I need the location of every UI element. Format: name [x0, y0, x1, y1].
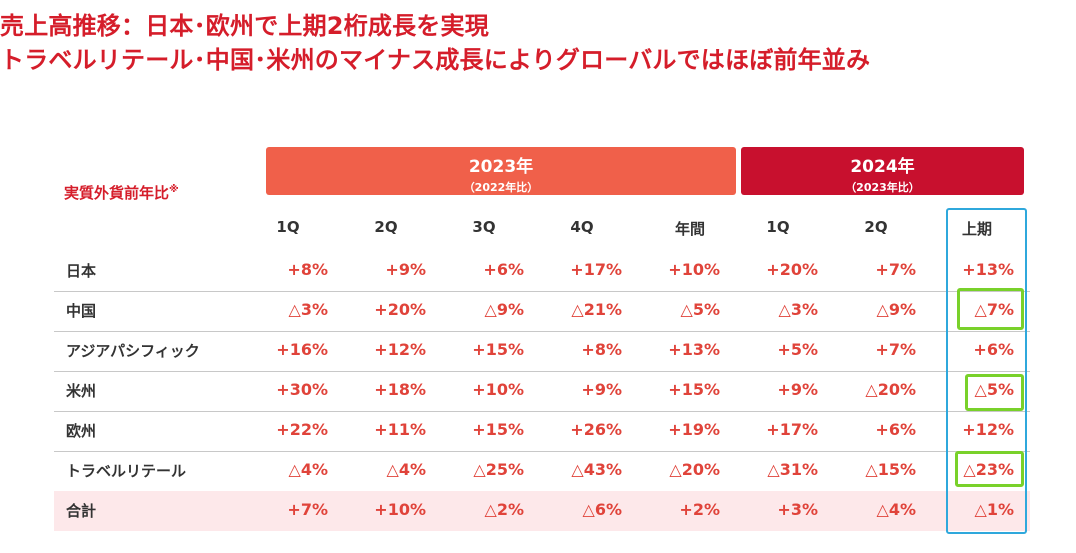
col-header-2024-2q: 2Q: [864, 218, 888, 236]
cell-value: +10%: [668, 260, 720, 279]
row-label: 日本: [66, 262, 97, 280]
cell-value: +26%: [570, 420, 622, 439]
row-label: アジアパシフィック: [66, 342, 200, 360]
banner-2024-sub: （2023年比）: [845, 181, 920, 194]
cell-value: +7%: [875, 340, 916, 359]
table-row-japan: 日本 +8% +9% +6% +17% +10% +20% +7% +13%: [54, 251, 1030, 292]
banner-2024-year: 2024年: [850, 157, 915, 177]
cell-value: +9%: [777, 380, 818, 399]
cell-value: +13%: [668, 340, 720, 359]
cell-value: +30%: [276, 380, 328, 399]
metric-label-text: 実質外貨前年比: [64, 184, 170, 202]
cell-value: +11%: [374, 420, 426, 439]
cell-value: △3%: [288, 300, 328, 319]
cell-value: △1%: [974, 500, 1014, 519]
cell-value: +3%: [777, 500, 818, 519]
col-header-2023-3q: 3Q: [472, 218, 496, 236]
table-row-asia-pacific: アジアパシフィック +16% +12% +15% +8% +13% +5% +7…: [54, 331, 1030, 372]
cell-value: △4%: [386, 460, 426, 479]
cell-value: △23%: [963, 460, 1014, 479]
col-header-2023-annual: 年間: [674, 220, 705, 238]
cell-value: +7%: [875, 260, 916, 279]
cell-value: +19%: [668, 420, 720, 439]
cell-value: +10%: [374, 500, 426, 519]
row-label: トラベルリテール: [66, 462, 187, 480]
h1-column-highlight: [946, 208, 1027, 534]
row-label: 合計: [66, 502, 97, 520]
cell-value: +20%: [374, 300, 426, 319]
col-header-2023-4q: 4Q: [570, 218, 594, 236]
cell-value: △20%: [865, 380, 916, 399]
cell-value: +13%: [962, 260, 1014, 279]
cell-value: +12%: [962, 420, 1014, 439]
cell-value: △43%: [571, 460, 622, 479]
cell-value: △21%: [571, 300, 622, 319]
banner-2024: 2024年 （2023年比）: [741, 147, 1024, 195]
cell-value: +9%: [581, 380, 622, 399]
table-row-china: 中国 △3% +20% △9% △21% △5% △3% △9% △7%: [54, 291, 1030, 332]
china-h1-highlight: [957, 288, 1024, 330]
cell-value: +9%: [385, 260, 426, 279]
cell-value: +6%: [875, 420, 916, 439]
cell-value: △20%: [669, 460, 720, 479]
row-label: 欧州: [66, 422, 97, 440]
travel-retail-h1-highlight: [955, 451, 1024, 487]
cell-value: +18%: [374, 380, 426, 399]
cell-value: +22%: [276, 420, 328, 439]
cell-value: △2%: [484, 500, 524, 519]
cell-value: △3%: [778, 300, 818, 319]
metric-label: 実質外貨前年比※: [64, 182, 179, 203]
row-label: 中国: [66, 302, 97, 320]
page-subtitle: トラベルリテール･中国･米州のマイナス成長によりグローバルではほぼ前年並み: [0, 46, 871, 74]
col-header-2023-2q: 2Q: [374, 218, 398, 236]
cell-value: +20%: [766, 260, 818, 279]
col-header-2024-1q: 1Q: [766, 218, 790, 236]
cell-value: +15%: [668, 380, 720, 399]
cell-value: △9%: [876, 300, 916, 319]
cell-value: +7%: [287, 500, 328, 519]
cell-value: △4%: [876, 500, 916, 519]
cell-value: +10%: [472, 380, 524, 399]
banner-2023: 2023年 （2022年比）: [266, 147, 736, 195]
metric-note-mark: ※: [169, 184, 179, 195]
page-title: 売上高推移：日本･欧州で上期2桁成長を実現: [0, 12, 489, 40]
cell-value: △9%: [484, 300, 524, 319]
cell-value: △4%: [288, 460, 328, 479]
cell-value: +6%: [973, 340, 1014, 359]
cell-value: △6%: [582, 500, 622, 519]
cell-value: △5%: [974, 380, 1014, 399]
cell-value: +5%: [777, 340, 818, 359]
col-header-2023-1q: 1Q: [276, 218, 300, 236]
table-row-americas: 米州 +30% +18% +10% +9% +15% +9% △20% △5%: [54, 371, 1030, 412]
cell-value: +15%: [472, 340, 524, 359]
table-row-europe: 欧州 +22% +11% +15% +26% +19% +17% +6% +12…: [54, 411, 1030, 452]
cell-value: +2%: [679, 500, 720, 519]
cell-value: △7%: [974, 300, 1014, 319]
cell-value: +15%: [472, 420, 524, 439]
row-label: 米州: [66, 382, 97, 400]
cell-value: +8%: [581, 340, 622, 359]
banner-2023-year: 2023年: [468, 157, 534, 177]
table-row-total: 合計 +7% +10% △2% △6% +2% +3% △4% △1%: [54, 491, 1030, 531]
cell-value: +17%: [570, 260, 622, 279]
cell-value: +16%: [276, 340, 328, 359]
cell-value: +17%: [766, 420, 818, 439]
americas-h1-highlight: [965, 374, 1024, 411]
banner-2023-sub: （2022年比）: [463, 181, 539, 194]
cell-value: △31%: [767, 460, 818, 479]
cell-value: △5%: [680, 300, 720, 319]
table-row-travel-retail: トラベルリテール △4% △4% △25% △43% △20% △31% △15…: [54, 451, 1030, 492]
col-header-2024-h1: 上期: [961, 220, 992, 238]
cell-value: +12%: [374, 340, 426, 359]
cell-value: △15%: [865, 460, 916, 479]
cell-value: △25%: [473, 460, 524, 479]
cell-value: +6%: [483, 260, 524, 279]
cell-value: +8%: [287, 260, 328, 279]
